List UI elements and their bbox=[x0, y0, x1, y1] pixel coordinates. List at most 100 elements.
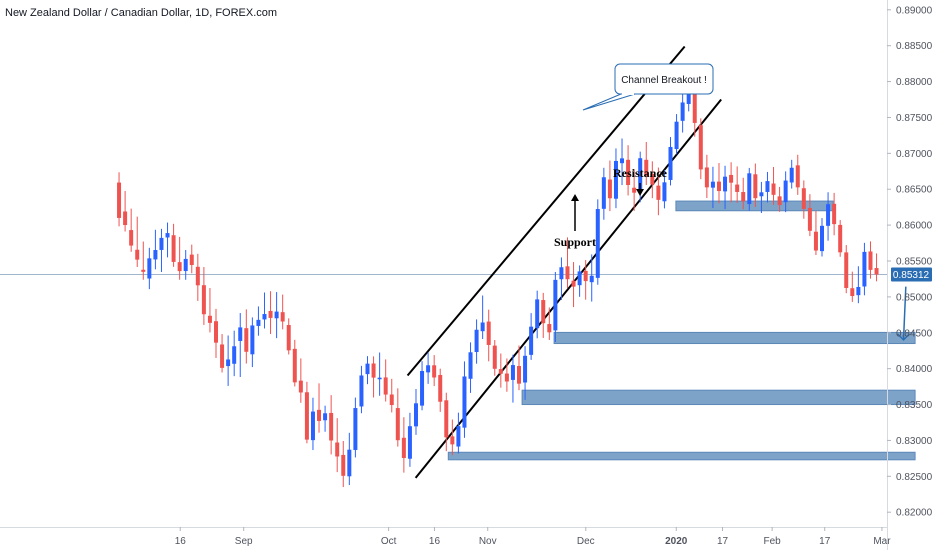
candle-body bbox=[353, 408, 358, 450]
candle-body bbox=[147, 258, 152, 279]
candle-body bbox=[159, 237, 164, 250]
candle-body bbox=[656, 185, 661, 200]
candle bbox=[607, 160, 612, 212]
candle bbox=[129, 208, 134, 252]
candle-body bbox=[668, 146, 673, 180]
candle-body bbox=[310, 411, 315, 441]
candle-body bbox=[450, 436, 455, 445]
candle bbox=[747, 167, 752, 211]
price-axis[interactable]: 0.89000 0.88500 0.88000 0.87500 0.87000 0.865… bbox=[887, 5, 932, 519]
price-tick-label: 0.87500 bbox=[896, 113, 932, 124]
candle bbox=[504, 358, 509, 392]
breakout-arrow-shaft bbox=[902, 286, 907, 340]
candle-body bbox=[874, 268, 879, 275]
candle-body bbox=[207, 315, 212, 323]
candle bbox=[365, 356, 370, 385]
candle-body bbox=[680, 102, 685, 121]
candle-body bbox=[141, 269, 146, 272]
candle bbox=[377, 352, 382, 396]
callout-box bbox=[614, 63, 714, 95]
candle-body bbox=[753, 174, 758, 199]
candle bbox=[450, 419, 455, 456]
zone-0836 bbox=[521, 389, 916, 406]
channel-upper-line bbox=[406, 45, 686, 377]
candle bbox=[413, 388, 418, 435]
candle-body bbox=[747, 173, 752, 205]
price-tick-label: 0.87000 bbox=[896, 149, 932, 160]
time-tick-label: Feb bbox=[764, 536, 782, 547]
support-label: Support bbox=[554, 235, 596, 249]
candle-body bbox=[529, 326, 534, 355]
callout-text: Channel Breakout ! bbox=[621, 75, 707, 86]
support-arrow-head bbox=[571, 194, 579, 201]
candle-body bbox=[413, 403, 418, 427]
candle bbox=[353, 397, 358, 458]
candle bbox=[474, 319, 479, 364]
candle bbox=[650, 161, 655, 199]
candle-body bbox=[383, 377, 388, 395]
candle bbox=[874, 253, 879, 282]
candle bbox=[795, 154, 800, 195]
candle-body bbox=[492, 345, 497, 369]
candle-body bbox=[510, 365, 515, 380]
candle-body bbox=[820, 225, 825, 252]
price-tick-label: 0.89000 bbox=[896, 5, 932, 16]
candle bbox=[832, 192, 837, 236]
candle bbox=[704, 154, 709, 198]
candle bbox=[159, 228, 164, 272]
candle-body bbox=[553, 279, 558, 331]
candle-body bbox=[135, 249, 140, 260]
candle bbox=[383, 359, 388, 402]
candle-body bbox=[177, 262, 182, 272]
candle bbox=[850, 271, 855, 302]
candle bbox=[813, 210, 818, 256]
candle bbox=[420, 361, 425, 411]
candle-body bbox=[692, 85, 697, 123]
candle-body bbox=[365, 363, 370, 375]
candle-body bbox=[826, 204, 831, 226]
candle bbox=[632, 169, 637, 211]
candle-body bbox=[480, 322, 485, 332]
candle bbox=[620, 138, 625, 186]
price-tick-label: 0.84500 bbox=[896, 328, 932, 339]
candle bbox=[535, 290, 540, 339]
candle-body bbox=[735, 184, 740, 192]
candle-body bbox=[704, 167, 709, 188]
time-axis[interactable]: 16SepOct16NovDec202017Feb17Mar16Apr bbox=[175, 527, 932, 547]
candle-body bbox=[698, 125, 703, 170]
candle-body bbox=[589, 275, 594, 283]
price-tick-label: 0.85000 bbox=[896, 292, 932, 303]
candle bbox=[183, 250, 188, 280]
candle-body bbox=[341, 454, 346, 476]
candle bbox=[583, 260, 588, 300]
candle bbox=[153, 229, 158, 270]
candle bbox=[759, 181, 764, 213]
candle-body bbox=[317, 409, 322, 421]
candle-body bbox=[807, 207, 812, 231]
candle-body bbox=[650, 173, 655, 185]
candle bbox=[462, 361, 467, 438]
candle-body bbox=[626, 159, 631, 185]
candle-body bbox=[286, 325, 291, 351]
annotations-layer: Channel Breakout ! Resistance Support bbox=[554, 63, 911, 341]
candle bbox=[177, 236, 182, 280]
candle bbox=[820, 218, 825, 257]
candle-body bbox=[662, 182, 667, 202]
candle-body bbox=[535, 299, 540, 329]
candle bbox=[135, 216, 140, 268]
candle-body bbox=[201, 285, 206, 315]
candle-body bbox=[613, 160, 618, 199]
candle-body bbox=[789, 167, 794, 183]
candle bbox=[468, 342, 473, 393]
candle-body bbox=[632, 187, 637, 193]
candle-body bbox=[601, 177, 606, 209]
candle bbox=[310, 397, 315, 451]
price-tick-label: 0.86000 bbox=[896, 221, 932, 232]
candle-body bbox=[377, 377, 382, 380]
candle bbox=[456, 412, 461, 454]
candle bbox=[292, 339, 297, 387]
candle bbox=[335, 418, 340, 473]
candle bbox=[613, 148, 618, 209]
candle bbox=[165, 222, 170, 258]
